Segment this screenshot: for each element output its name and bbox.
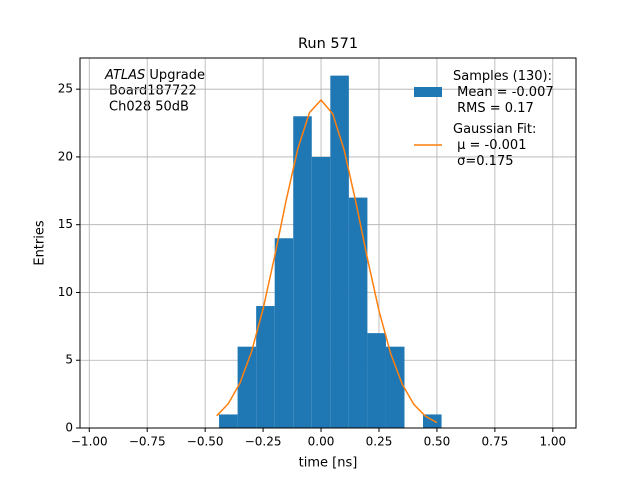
bar: [330, 75, 349, 428]
annotation: ATLAS Upgrade: [104, 68, 205, 83]
legend-line: μ = -0.001: [453, 138, 526, 153]
annotation-line: Ch028 50dB: [109, 100, 189, 115]
legend-line: σ=0.175: [453, 154, 513, 169]
chart-title: Run 571: [298, 36, 358, 52]
y-tick-label: 15: [58, 217, 73, 231]
x-tick-label: 0.75: [482, 435, 509, 449]
bar: [293, 116, 312, 429]
annotation-line: ATLAS: [104, 68, 145, 83]
y-tick-label: 25: [58, 82, 73, 96]
legend-label: Gaussian Fit: μ = -0.001 σ=0.175: [453, 122, 536, 169]
bar: [367, 333, 386, 428]
x-tick-label: −0.25: [245, 435, 282, 449]
bar: [274, 238, 294, 428]
bar: [237, 346, 257, 428]
bar: [348, 197, 368, 428]
legend-line: Gaussian Fit:: [453, 122, 536, 137]
legend-line: RMS = 0.17: [453, 101, 534, 116]
fit-line: [216, 98, 438, 424]
y-tick-label: 5: [65, 353, 73, 367]
x-tick-label: 1.00: [539, 435, 566, 449]
legend-label: Samples (130): Mean = -0.007 RMS = 0.17: [453, 69, 554, 116]
bar: [256, 306, 275, 428]
x-tick-label: −0.50: [187, 435, 224, 449]
bar: [219, 414, 238, 428]
legend-line: Samples (130):: [453, 69, 552, 84]
x-axis-label: time [ns]: [299, 456, 358, 471]
x-tick-label: 0.00: [308, 435, 335, 449]
bar: [311, 156, 331, 428]
x-tick-label: −0.75: [129, 435, 166, 449]
y-tick-label: 10: [58, 285, 73, 299]
legend-swatch: [414, 87, 442, 97]
bar: [385, 346, 405, 428]
y-tick-label: 20: [58, 149, 73, 163]
legend-line: Mean = -0.007: [453, 85, 554, 100]
x-tick-label: 0.25: [366, 435, 393, 449]
y-tick-label: 0: [65, 421, 73, 435]
x-tick-label: −1.00: [71, 435, 108, 449]
x-tick-label: 0.50: [424, 435, 451, 449]
annotation-line: Upgrade: [149, 68, 205, 83]
plot-frame: [79, 57, 577, 429]
y-axis-label: Entries: [33, 220, 48, 266]
annotation-line: Board187722: [109, 84, 197, 99]
